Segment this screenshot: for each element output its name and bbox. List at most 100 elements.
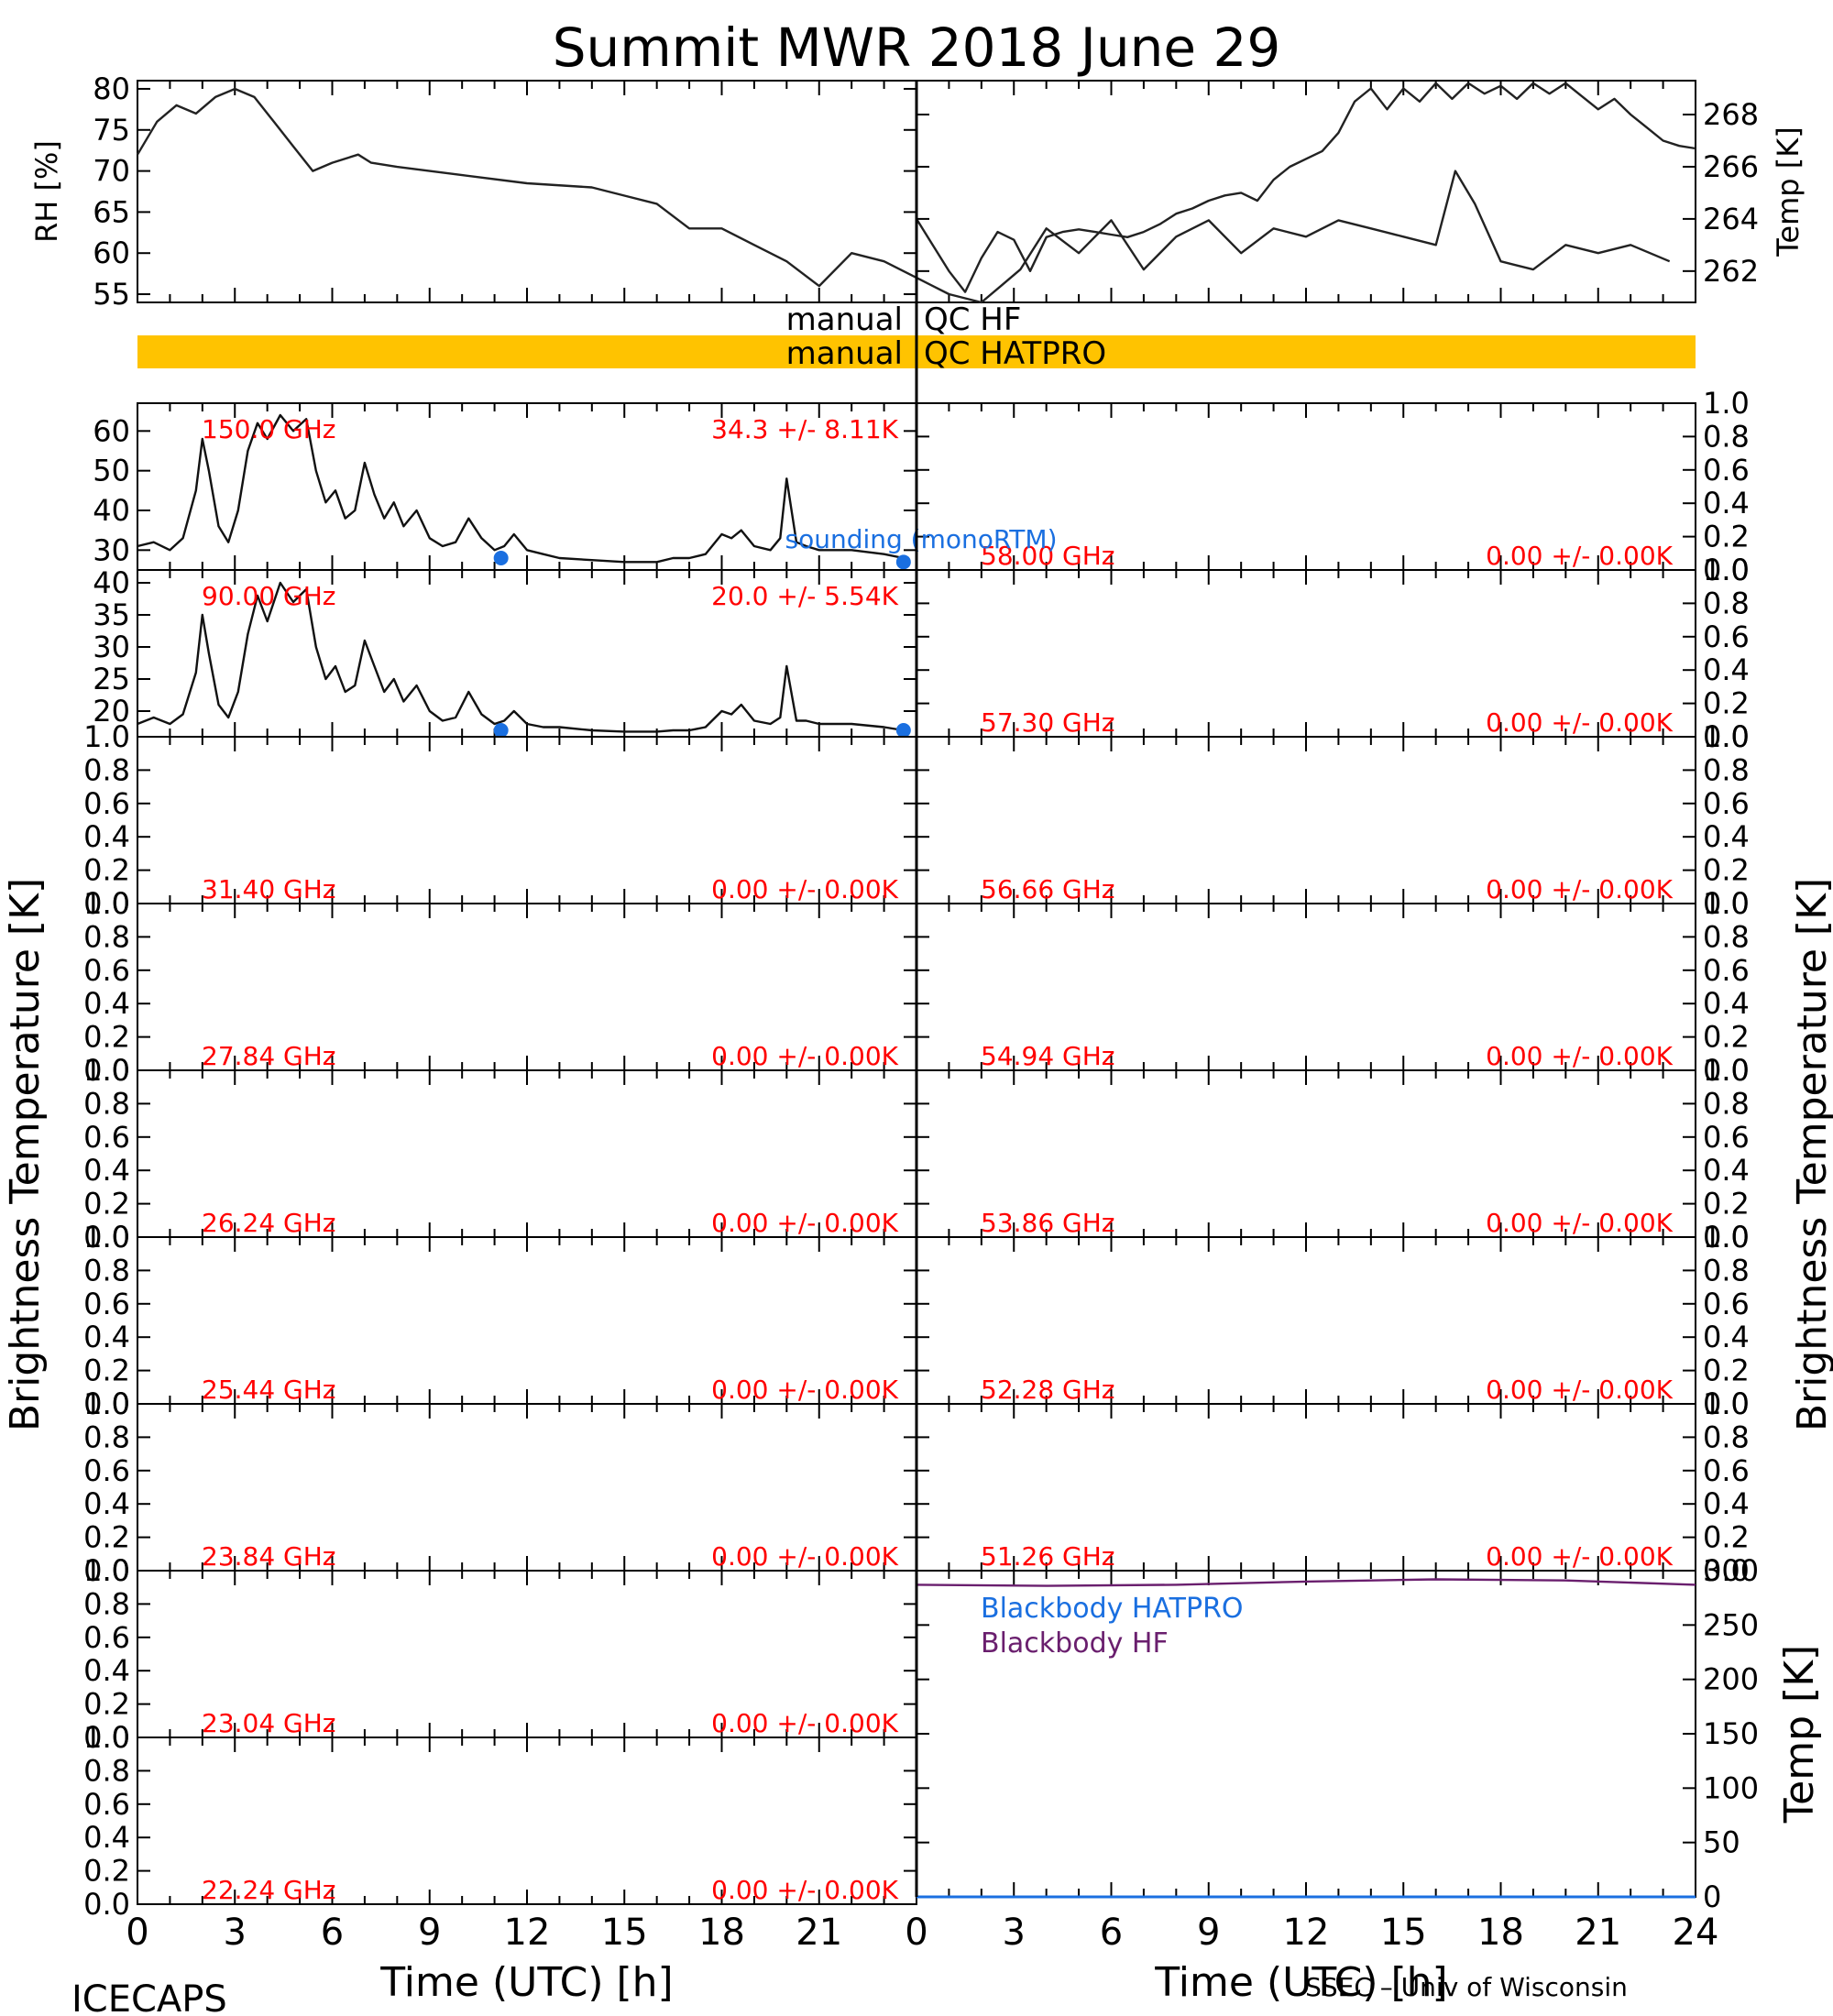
y-tick-label: 0.2	[1703, 1020, 1750, 1055]
stat-label: 0.00 +/- 0.00K	[1486, 874, 1673, 904]
y-tick-label: 0.0	[1703, 1386, 1750, 1421]
sounding-point	[493, 723, 509, 738]
y-tick-label: 0.8	[1703, 1253, 1750, 1287]
temp-series-line	[915, 82, 1696, 293]
y-tick-label: 0.6	[1703, 786, 1750, 821]
y-tick-label: 0.6	[1703, 619, 1750, 654]
y-tick-label: 0.0	[1703, 553, 1750, 587]
rh-axis-label: RH [%]	[29, 140, 64, 243]
y-tick-label: 0.8	[83, 919, 130, 954]
y-tick-label: 0.0	[1703, 1220, 1750, 1255]
y-tick-label: 0.2	[1703, 520, 1750, 554]
y-tick-label: 0.4	[83, 986, 130, 1021]
x-tick-label: 21	[1575, 1912, 1621, 1954]
y-tick-label: 264	[1703, 202, 1759, 236]
x-axis-title-right: Time (UTC) [h]	[1154, 1959, 1447, 2006]
qc-hf-right-label: QC HF	[924, 301, 1021, 338]
brightness-temperature-axis-label-right: Brightness Temperature [K]	[1789, 878, 1833, 1431]
temp-axis-label: Temp [K]	[1771, 126, 1806, 257]
y-tick-label: 0.0	[83, 1887, 130, 1922]
y-tick-label: 70	[93, 154, 130, 189]
channel-label: 54.94 GHz	[981, 1041, 1115, 1071]
stat-label: 0.00 +/- 0.00K	[711, 1375, 898, 1405]
stat-label: 0.00 +/- 0.00K	[1486, 541, 1673, 571]
y-tick-label: 1.0	[1703, 1220, 1750, 1255]
y-tick-label: 0.0	[83, 1720, 130, 1755]
x-tick-label: 3	[1003, 1912, 1026, 1954]
y-tick-label: 50	[93, 454, 130, 488]
y-tick-label: 35	[93, 597, 130, 632]
y-tick-label: 0.6	[83, 1787, 130, 1822]
y-tick-label: 0.2	[1703, 1520, 1750, 1555]
y-tick-label: 0.4	[83, 1320, 130, 1354]
blackbody-hf-line	[916, 1578, 1696, 1587]
y-tick-label: 0.0	[83, 1386, 130, 1421]
y-tick-label: 200	[1703, 1662, 1759, 1697]
y-tick-label: 0.8	[1703, 919, 1750, 954]
y-tick-label: 0.4	[1703, 1153, 1750, 1188]
legend-blackbody-hatpro: Blackbody HATPRO	[981, 1593, 1244, 1625]
y-tick-label: 1.0	[1703, 553, 1750, 587]
tb-series-line	[137, 581, 904, 733]
y-tick-label: 0.4	[1703, 1320, 1750, 1354]
channel-label: 56.66 GHz	[981, 874, 1115, 904]
y-tick-label: 1.0	[83, 1553, 130, 1588]
sounding-annotation: sounding (monoRTM)	[785, 524, 1058, 554]
y-tick-label: 0.6	[83, 1120, 130, 1155]
y-tick-label: 0.4	[83, 1486, 130, 1521]
y-tick-label: 0.4	[1703, 486, 1750, 520]
channel-label: 52.28 GHz	[981, 1375, 1115, 1405]
stat-label: 0.00 +/- 0.00K	[711, 1875, 898, 1905]
sounding-point	[895, 554, 911, 570]
x-axis-title-left: Time (UTC) [h]	[379, 1959, 673, 2006]
stat-label: 0.00 +/- 0.00K	[711, 1708, 898, 1738]
x-tick-label: 12	[504, 1912, 551, 1954]
y-tick-label: 0.0	[83, 1220, 130, 1255]
y-tick-label: 150	[1703, 1716, 1759, 1751]
y-tick-label: 25	[93, 662, 130, 696]
y-tick-label: 0.2	[83, 1854, 130, 1889]
y-tick-label: 0.2	[83, 853, 130, 888]
y-tick-label: 0.2	[1703, 686, 1750, 721]
channel-label: 22.24 GHz	[202, 1875, 336, 1905]
y-tick-label: 50	[1703, 1825, 1740, 1860]
y-tick-label: 30	[93, 532, 130, 567]
y-tick-label: 1.0	[83, 886, 130, 921]
x-tick-label: 6	[1100, 1912, 1123, 1954]
y-tick-label: 0.2	[83, 1353, 130, 1388]
stat-label: 0.00 +/- 0.00K	[711, 1208, 898, 1238]
footer-left: ICECAPS	[71, 1978, 227, 2016]
brightness-temperature-axis-label-left: Brightness Temperature [K]	[2, 878, 49, 1431]
y-tick-label: 0	[1703, 1879, 1721, 1914]
x-tick-label: 18	[1477, 1912, 1524, 1954]
y-tick-label: 0.8	[83, 1253, 130, 1287]
y-tick-label: 0.4	[1703, 819, 1750, 854]
channel-label: 150.0 GHz	[202, 414, 336, 444]
y-tick-label: 0.4	[83, 1820, 130, 1855]
y-tick-label: 100	[1703, 1770, 1759, 1805]
y-tick-label: 0.0	[83, 1053, 130, 1088]
stat-label: 0.00 +/- 0.00K	[1486, 707, 1673, 738]
stat-label: 20.0 +/- 5.54K	[711, 581, 898, 611]
y-tick-label: 30	[93, 630, 130, 664]
y-tick-label: 40	[93, 565, 130, 600]
y-tick-label: 0.8	[1703, 752, 1750, 787]
y-tick-label: 266	[1703, 149, 1759, 184]
chart-title: Summit MWR 2018 June 29	[553, 16, 1281, 79]
channel-label: 26.24 GHz	[202, 1208, 336, 1238]
y-tick-label: 0.2	[83, 1520, 130, 1555]
blackbody-temp-axis-label: Temp [K]	[1776, 1645, 1823, 1824]
y-tick-label: 0.6	[1703, 953, 1750, 988]
channel-label: 23.04 GHz	[202, 1708, 336, 1738]
x-tick-label: 18	[698, 1912, 745, 1954]
y-tick-label: 0.6	[83, 953, 130, 988]
y-tick-label: 0.4	[1703, 986, 1750, 1021]
y-tick-label: 60	[93, 236, 130, 270]
qc-hatpro-left-label: manual	[786, 335, 903, 372]
y-tick-label: 0.2	[83, 1020, 130, 1055]
stat-label: 0.00 +/- 0.00K	[1486, 1375, 1673, 1405]
channel-label: 58.00 GHz	[981, 541, 1115, 571]
y-tick-label: 0.0	[83, 886, 130, 921]
y-tick-label: 1.0	[83, 1720, 130, 1755]
